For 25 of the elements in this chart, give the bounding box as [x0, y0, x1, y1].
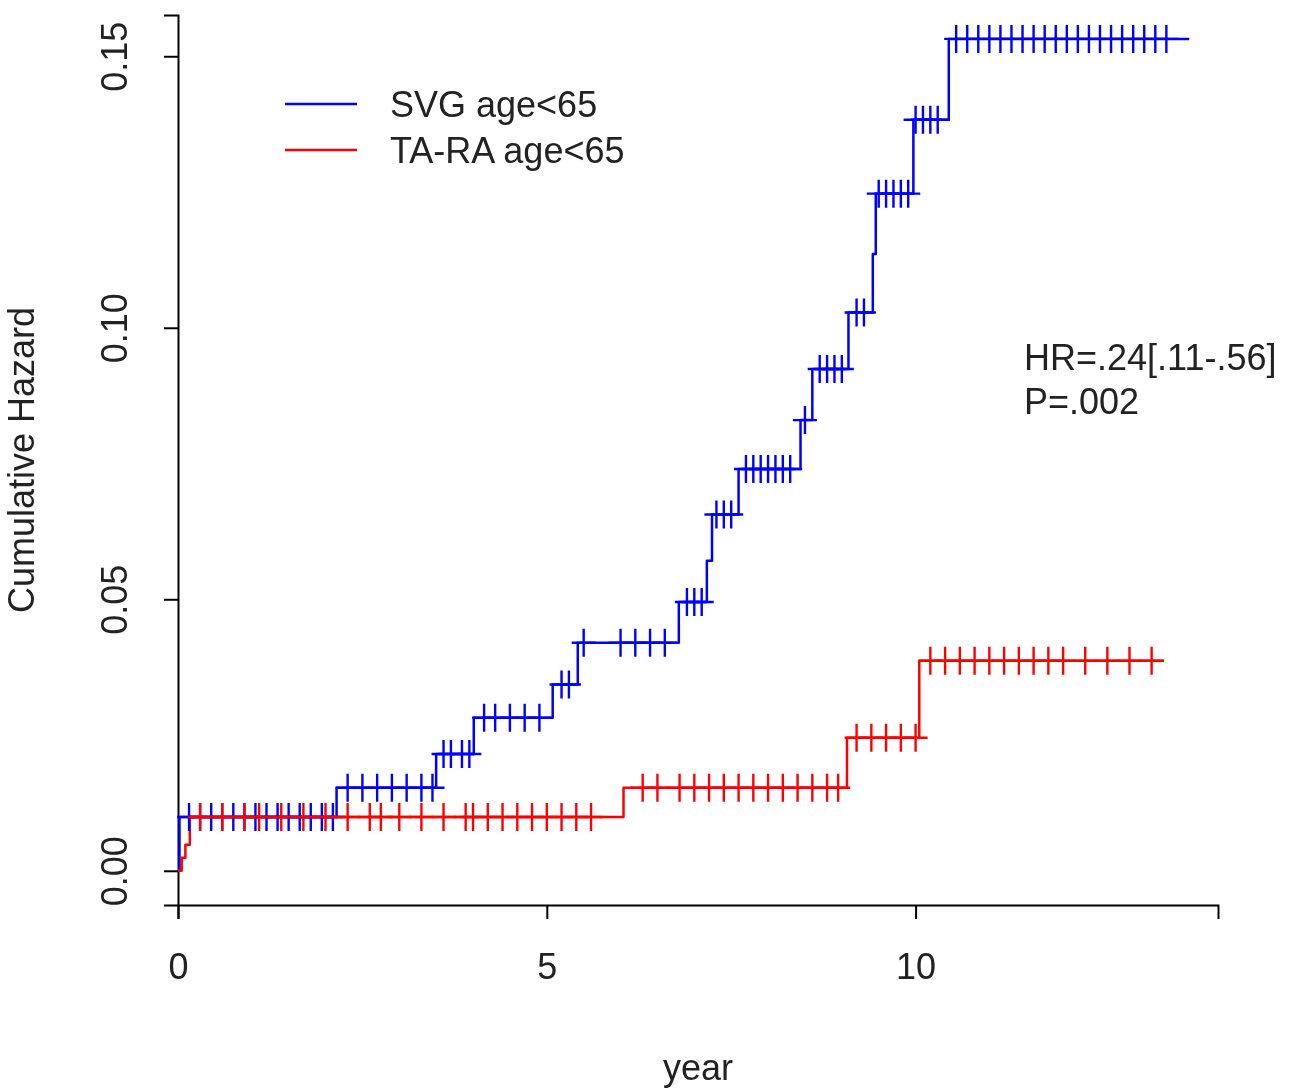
y-tick-label: 0.15 — [93, 21, 135, 92]
point — [409, 803, 434, 832]
point — [903, 723, 928, 752]
point — [291, 803, 316, 832]
y-tick-label: 0.05 — [93, 564, 135, 635]
legend-label: SVG age<65 — [390, 83, 598, 125]
point — [645, 773, 670, 802]
point — [1117, 646, 1142, 675]
point — [1051, 646, 1076, 675]
point — [431, 803, 456, 832]
point — [335, 803, 360, 832]
x-tick-label: 0 — [168, 945, 189, 987]
point — [313, 803, 338, 832]
y-tick-label: 0.00 — [93, 836, 135, 907]
point — [1095, 646, 1120, 675]
annotation: HR=.24[.11-.56] — [1024, 337, 1277, 378]
annotation: P=.002 — [1024, 381, 1140, 422]
x-tick-label: 10 — [896, 945, 937, 987]
y-axis-title: Cumulative Hazard — [1, 306, 42, 614]
x-tick-label: 5 — [537, 945, 558, 987]
x-axis-title: year — [662, 1047, 734, 1088]
point — [1073, 646, 1098, 675]
point — [1139, 646, 1164, 675]
y-tick-label: 0.10 — [93, 293, 135, 364]
legend-label: TA-RA age<65 — [390, 129, 625, 171]
